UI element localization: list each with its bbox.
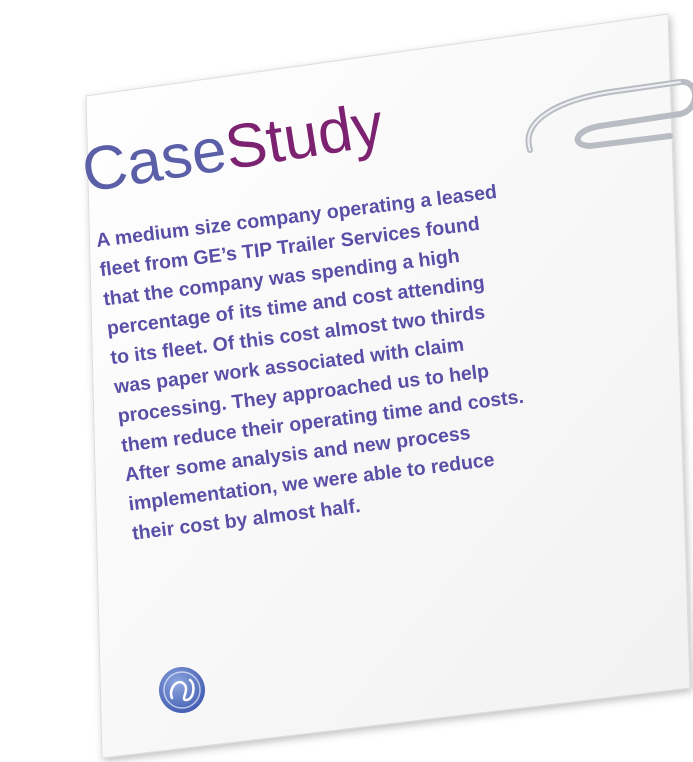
logo-circle [159, 667, 205, 713]
ge-logo [159, 667, 205, 713]
case-study-card: CaseStudy A medium size company operatin… [0, 0, 693, 762]
page: CaseStudy A medium size company operatin… [0, 0, 693, 762]
